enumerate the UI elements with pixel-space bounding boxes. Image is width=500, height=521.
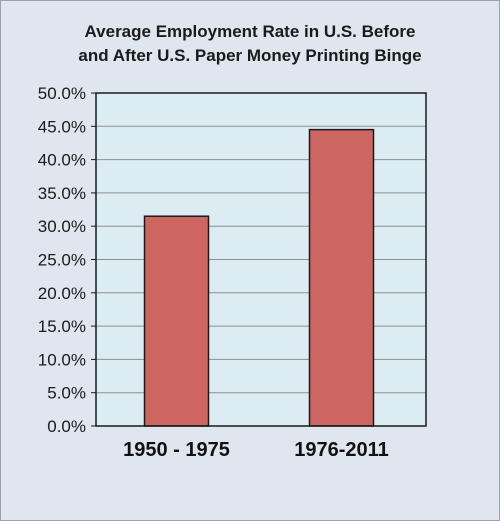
- y-tick-label: 45.0%: [38, 117, 86, 136]
- y-tick-label: 10.0%: [38, 350, 86, 369]
- plot-border: [95, 92, 427, 427]
- y-axis-ticks: 0.0% 5.0% 10.0% 15.0% 20.0% 25.0% 30.0% 35.0% 40…: [38, 84, 96, 436]
- x-category-label: 1976-2011: [294, 439, 389, 461]
- y-tick-label: 20.0%: [38, 284, 86, 303]
- bar-1: [143, 215, 210, 427]
- bar-2: [308, 128, 375, 427]
- y-tick-label: 25.0%: [38, 251, 86, 270]
- y-tick-label: 50.0%: [38, 84, 86, 103]
- x-axis-categories: 1950 - 1975 1976-2011: [123, 439, 389, 461]
- y-tick-label: 0.0%: [47, 417, 86, 436]
- y-tick-label: 35.0%: [38, 184, 86, 203]
- chart-title-line1: Average Employment Rate in U.S. Before: [84, 22, 416, 41]
- chart-title: Average Employment Rate in U.S. Before a…: [0, 20, 500, 68]
- bars: [143, 128, 375, 427]
- y-tick-label: 15.0%: [38, 317, 86, 336]
- chart-title-line2: and After U.S. Paper Money Printing Bing…: [78, 46, 422, 65]
- x-category-label: 1950 - 1975: [123, 439, 230, 461]
- y-tick-label: 40.0%: [38, 151, 86, 170]
- y-tick-label: 5.0%: [47, 384, 86, 403]
- y-tick-label: 30.0%: [38, 217, 86, 236]
